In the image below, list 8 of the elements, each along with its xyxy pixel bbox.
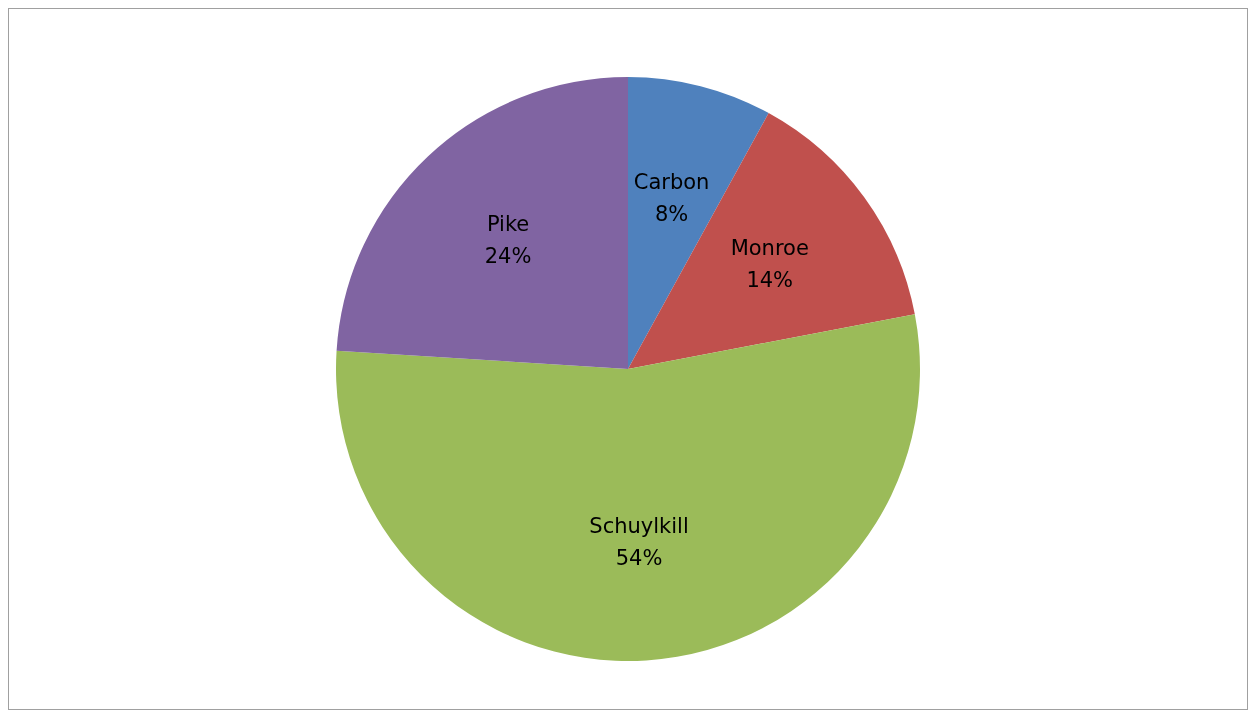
slice-label: Monroe <box>730 236 809 261</box>
slice-label: Carbon <box>633 169 710 194</box>
data-label: 14% <box>746 268 794 293</box>
data-label: 54% <box>615 546 663 571</box>
data-label: 24% <box>484 243 532 268</box>
data-label: 8% <box>654 201 689 226</box>
slice-label: Schuylkill <box>589 514 689 539</box>
slice-label: Pike <box>486 211 530 236</box>
